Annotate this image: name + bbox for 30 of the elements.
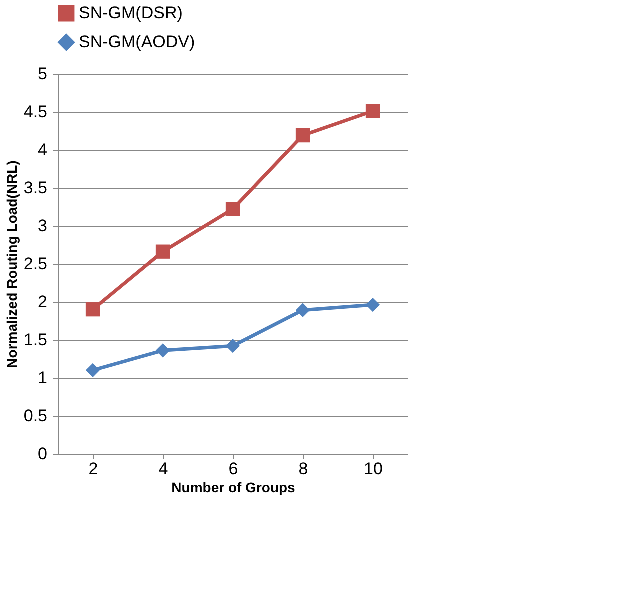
x-tick-label: 6 (228, 460, 238, 478)
legend-label: SN-GM(AODV) (79, 32, 196, 52)
y-tick-label: 4.5 (24, 102, 48, 122)
x-tick-label: 8 (298, 460, 308, 478)
point (156, 244, 170, 259)
x-tick-label: 2 (88, 460, 98, 478)
point (86, 302, 100, 317)
y-tick-label: 2 (38, 292, 48, 312)
y-tick-label: 0 (38, 444, 48, 464)
y-tick-label: 2.5 (24, 254, 48, 274)
legend-label: SN-GM(DSR) (79, 4, 183, 22)
point (366, 104, 380, 118)
y-tick-label: 1 (38, 368, 48, 388)
y-tick-label: 1.5 (24, 330, 48, 350)
y-tick-label: 0.5 (24, 406, 48, 426)
point (226, 202, 240, 216)
point (226, 339, 240, 354)
y-axis-title: Normalized Routing Load(NRL) (4, 160, 20, 368)
point (366, 298, 380, 312)
x-tick-label: 10 (364, 460, 383, 478)
y-tick-label: 3 (38, 216, 48, 236)
y-tick-label: 3.5 (24, 178, 48, 198)
point (296, 303, 310, 318)
y-tick-label: 4 (38, 140, 48, 160)
x-axis-title: Number of Groups (172, 480, 296, 496)
x-tick-label: 4 (158, 460, 168, 478)
point (296, 128, 310, 143)
point (156, 344, 170, 358)
point (86, 363, 100, 378)
y-tick-label: 5 (38, 64, 48, 84)
